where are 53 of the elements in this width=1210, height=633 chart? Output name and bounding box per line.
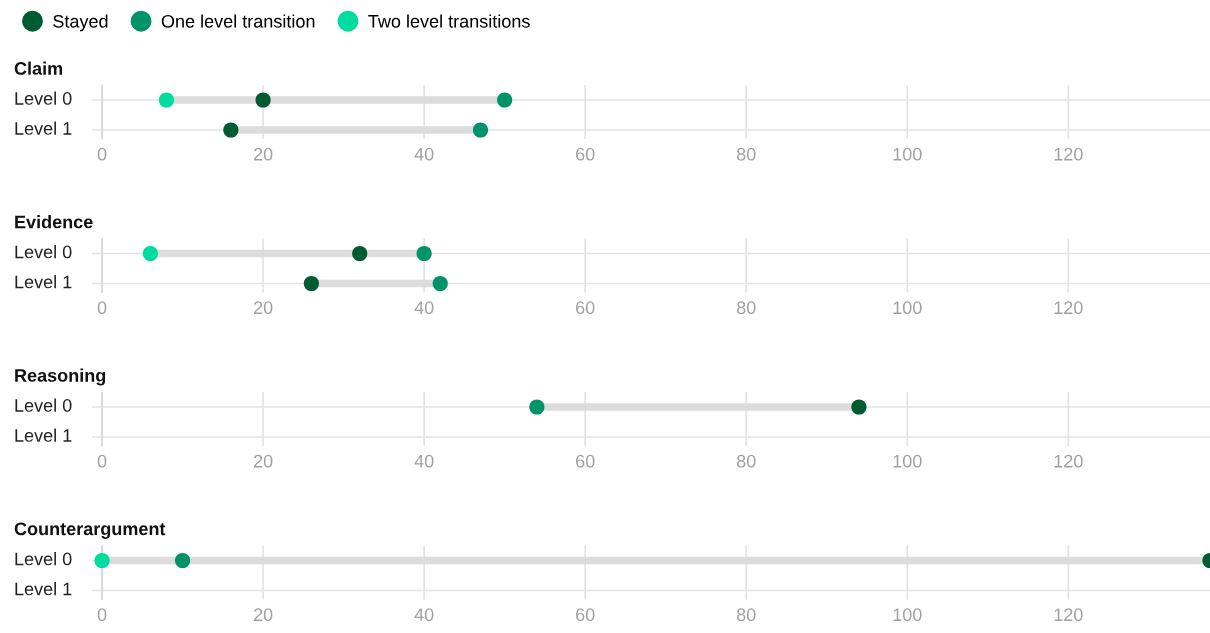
x-tick-label: 120: [1054, 454, 1083, 468]
chart-title: Evidence: [15, 215, 93, 229]
x-tick-label: 80: [736, 454, 756, 468]
x-tick-label: 20: [253, 301, 273, 315]
y-tick-label: Level 1: [15, 428, 72, 442]
x-tick-label: 100: [893, 608, 922, 622]
x-tick-label: 0: [97, 608, 107, 622]
x-tick-label: 40: [414, 147, 434, 161]
y-tick-label: Level 1: [15, 582, 72, 596]
point: [303, 275, 320, 292]
legend-label: Stayed: [53, 14, 108, 32]
point: [352, 245, 368, 262]
x-tick-label: 100: [893, 147, 922, 161]
point: [472, 122, 489, 138]
point: [432, 275, 448, 292]
x-tick-label: 60: [576, 608, 595, 622]
point: [142, 245, 158, 262]
point: [223, 122, 239, 138]
y-tick-label: Level 1: [15, 275, 72, 289]
legend-label: One level transition: [161, 14, 315, 28]
point: [158, 92, 175, 108]
x-tick-label: 20: [253, 147, 273, 161]
x-tick-label: 0: [97, 147, 107, 161]
x-tick-label: 100: [893, 454, 922, 468]
chart-title: Counterargument: [14, 522, 166, 539]
x-tick-label: 80: [736, 608, 756, 622]
y-tick-label: Level 0: [15, 91, 72, 105]
x-tick-label: 60: [576, 147, 595, 161]
y-tick-label: Level 0: [15, 245, 72, 259]
x-tick-label: 0: [97, 454, 107, 468]
point: [255, 92, 271, 108]
point: [416, 245, 432, 262]
x-tick-label: 120: [1054, 147, 1083, 161]
x-tick-label: 20: [253, 454, 273, 468]
x-tick-label: 120: [1054, 608, 1083, 622]
x-tick-label: 80: [736, 147, 756, 161]
x-tick-label: 40: [414, 301, 434, 315]
chart-title: Reasoning: [15, 368, 106, 386]
x-tick-label: 0: [97, 301, 107, 315]
y-tick-label: Level 0: [15, 552, 72, 566]
x-tick-label: 100: [893, 301, 922, 315]
x-tick-label: 80: [736, 301, 756, 315]
x-tick-label: 40: [414, 608, 434, 622]
point: [497, 92, 513, 108]
x-tick-label: 60: [576, 301, 595, 315]
x-tick-label: 120: [1054, 301, 1083, 315]
x-tick-label: 20: [253, 608, 273, 622]
x-tick-label: 40: [414, 454, 434, 468]
legend-label: Two level transitions: [368, 14, 530, 28]
y-tick-label: Level 0: [15, 398, 72, 412]
y-tick-label: Level 1: [15, 121, 72, 135]
chart-title: Claim: [14, 61, 63, 75]
x-tick-label: 60: [576, 454, 595, 468]
